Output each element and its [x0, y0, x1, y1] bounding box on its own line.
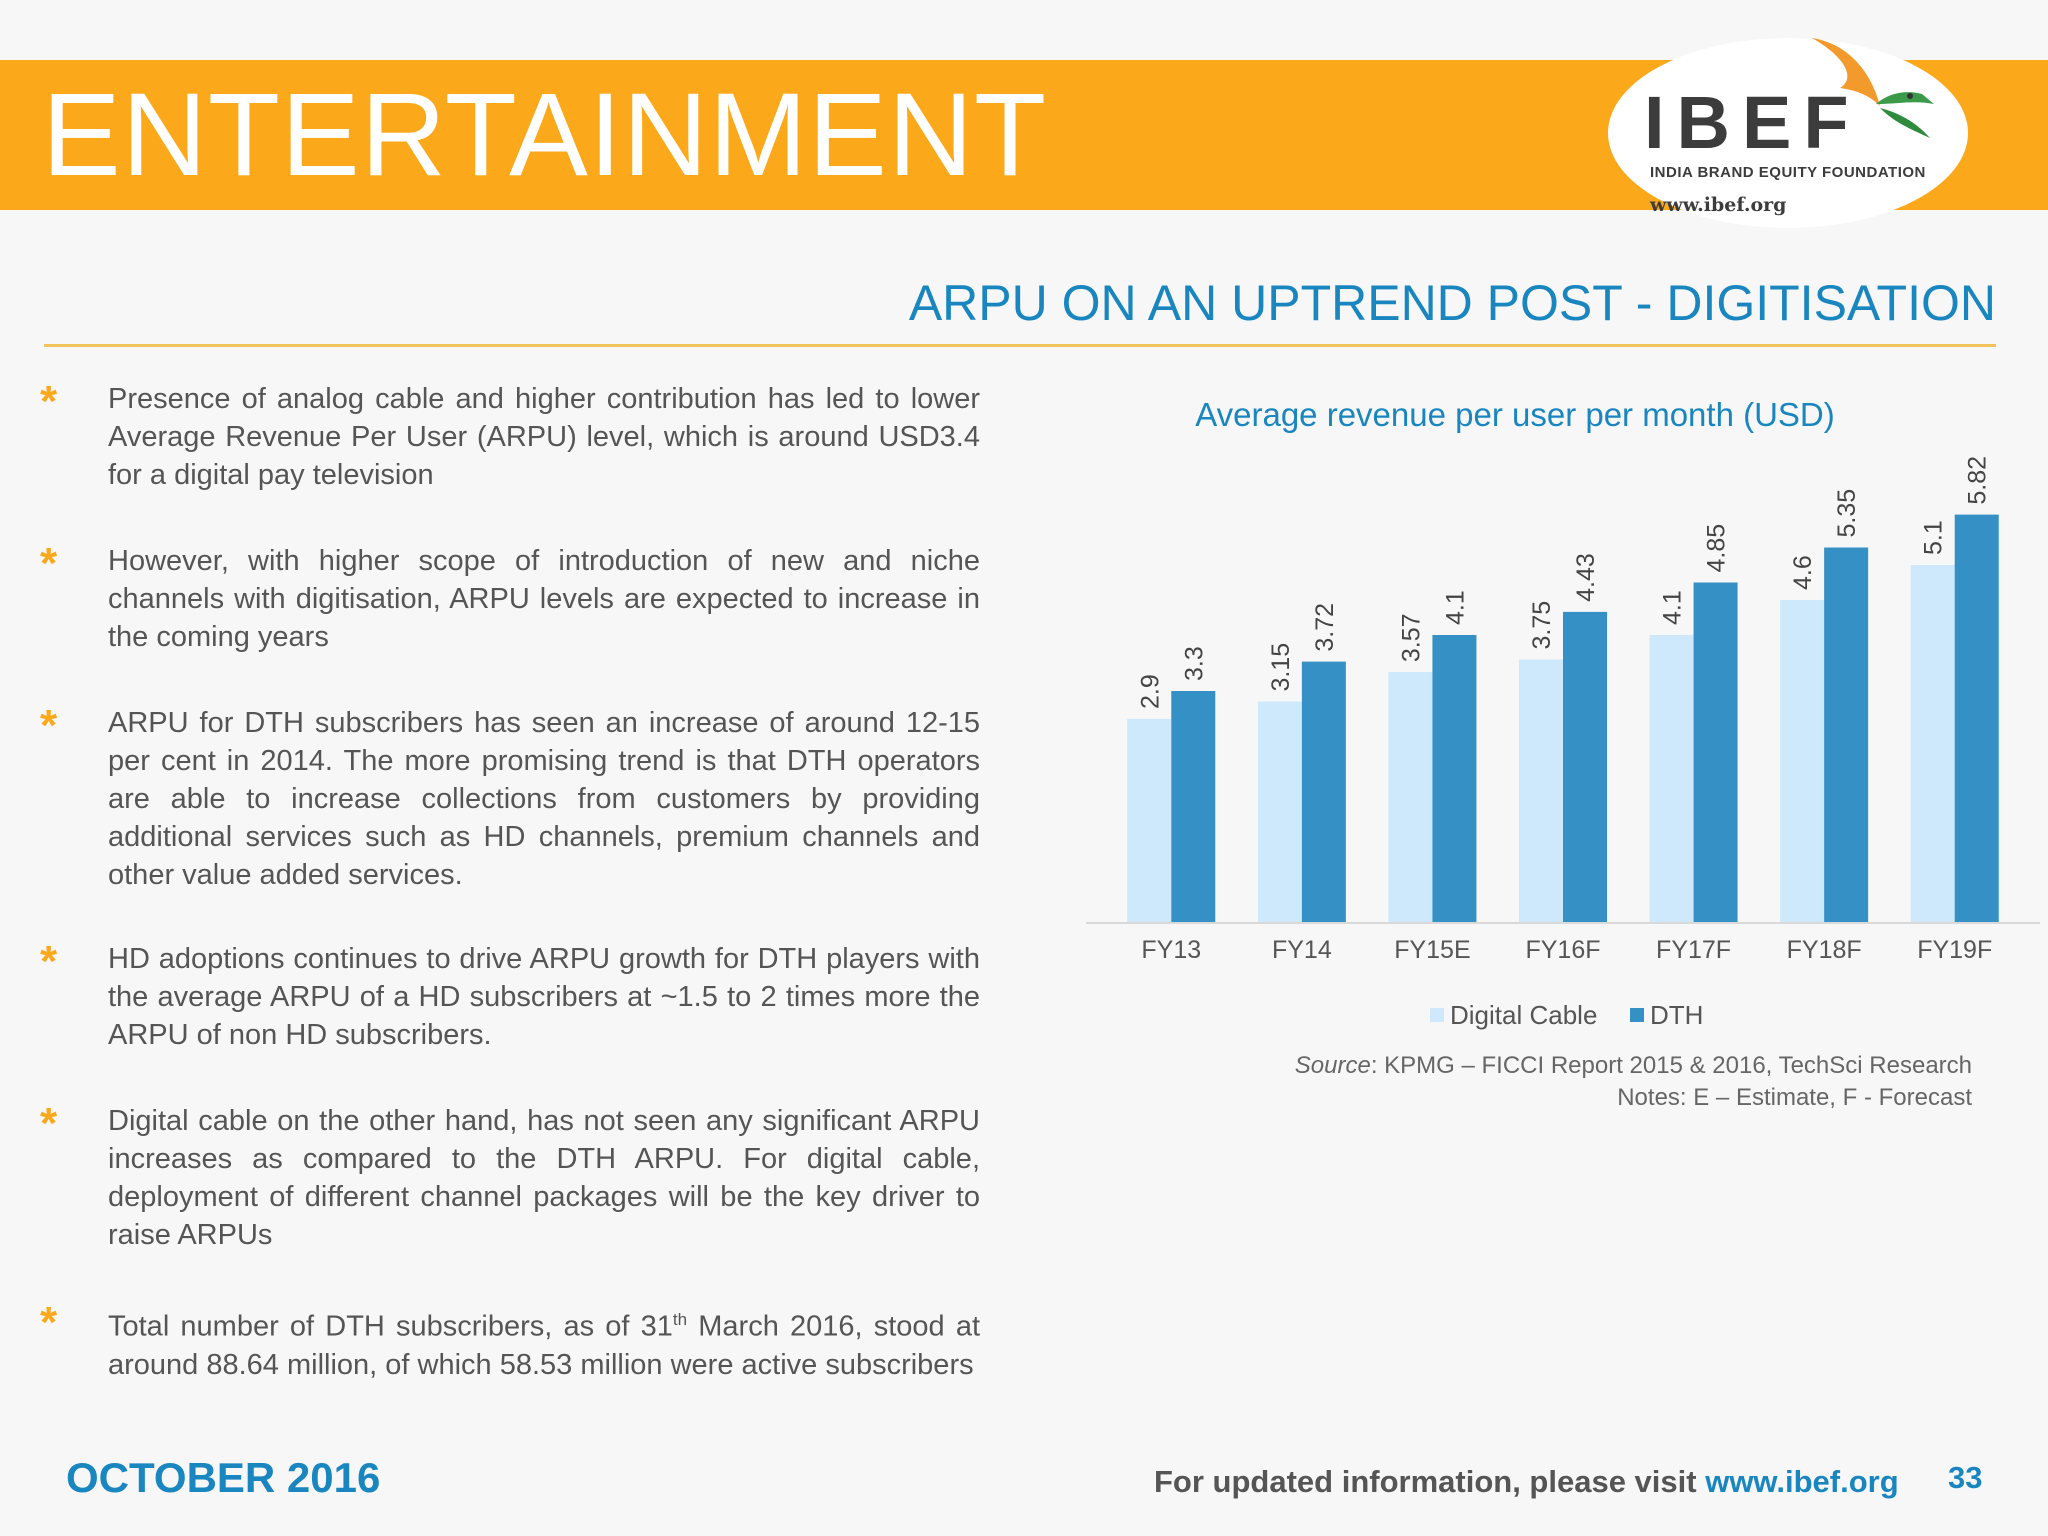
data-label-digital-cable: 3.57 [1397, 613, 1425, 662]
data-label-digital-cable: 2.9 [1136, 674, 1164, 709]
asterisk-bullet-icon: * [40, 539, 58, 588]
legend-swatch [1630, 1008, 1644, 1022]
bar-digital-cable [1780, 600, 1825, 922]
title-divider [44, 344, 1996, 347]
data-label-dth: 3.3 [1180, 646, 1208, 681]
logo-tagline: INDIA BRAND EQUITY FOUNDATION [1650, 164, 1926, 181]
x-tick-label: FY18F [1787, 936, 1862, 964]
bar-digital-cable [1649, 635, 1694, 922]
data-label-digital-cable: 5.1 [1920, 520, 1948, 555]
section-title: ARPU ON AN UPTREND POST - DIGITISATION [908, 275, 1996, 331]
notes-line: Notes: E – Estimate, F - Forecast [1617, 1084, 1972, 1111]
x-tick-label: FY14 [1272, 936, 1332, 964]
logo-wordmark: IBEF [1644, 81, 1861, 164]
legend-label: DTH [1650, 1000, 1703, 1030]
asterisk-bullet-icon: * [40, 377, 58, 426]
x-tick-label: FY17F [1656, 936, 1731, 964]
bullet-text: Presence of analog cable and higher cont… [108, 383, 980, 491]
data-label-digital-cable: 3.75 [1528, 601, 1556, 650]
bullet-text-post: March 2016, stood at around 88.64 millio… [108, 1310, 981, 1381]
source-note: Source: KPMG – FICCI Report 2015 & 2016,… [1295, 1050, 1972, 1114]
bar-digital-cable [1519, 659, 1563, 922]
bar-dth [1432, 635, 1477, 922]
footer-date: OCTOBER 2016 [66, 1454, 381, 1501]
bullet-text-sup: th [672, 1310, 688, 1329]
footer-visit: For updated information, please visit ww… [1154, 1464, 1899, 1500]
asterisk-bullet-icon: * [40, 1298, 58, 1347]
data-label-dth: 4.1 [1441, 590, 1469, 625]
data-label-digital-cable: 4.6 [1789, 555, 1817, 590]
data-label-digital-cable: 4.1 [1659, 590, 1687, 625]
legend-label: Digital Cable [1450, 1000, 1597, 1030]
logo-backdrop [1608, 38, 1968, 228]
bar-dth [1693, 582, 1738, 922]
asterisk-bullet-icon: * [40, 701, 58, 750]
bird-logo-icon [1812, 38, 1934, 138]
bullet-text: However, with higher scope of introducti… [108, 545, 980, 653]
asterisk-bullet-icon: * [40, 937, 58, 986]
bullet-text: Digital cable on the other hand, has not… [108, 1105, 980, 1251]
data-label-digital-cable: 3.15 [1267, 643, 1295, 692]
bullet-text: Total number of DTH subscribers, as of 3… [108, 1301, 980, 1384]
data-label-dth: 4.85 [1703, 524, 1731, 573]
legend-swatch [1430, 1008, 1444, 1022]
page-number: 33 [1948, 1460, 1983, 1495]
bar-digital-cable [1910, 565, 1955, 922]
page-title: ENTERTAINMENT [42, 69, 1048, 201]
bar-digital-cable [1127, 719, 1172, 922]
bar-dth [1563, 611, 1607, 922]
arpu-bar-chart: 2.9 3.3 FY13 3.15 3.72 FY14 3.57 4.1 FY15E 3.75 4.… [1086, 456, 2040, 1030]
chart-title: Average revenue per user per month (USD) [1195, 396, 1835, 433]
source-line: Source: KPMG – FICCI Report 2015 & 2016,… [1295, 1050, 1972, 1082]
footer-visit-text: For updated information, please visit [1154, 1464, 1706, 1499]
x-tick-label: FY16F [1525, 936, 1600, 964]
bar-dth [1301, 661, 1346, 922]
bar-dth [1171, 691, 1216, 922]
bar-digital-cable [1257, 701, 1302, 922]
x-tick-label: FY15E [1394, 936, 1470, 964]
asterisk-bullet-icon: * [40, 1099, 58, 1148]
data-label-dth: 4.43 [1572, 553, 1600, 602]
bar-digital-cable [1388, 672, 1433, 922]
source-text: : KPMG – FICCI Report 2015 & 2016, TechS… [1370, 1052, 1972, 1079]
source-label: Source [1294, 1052, 1371, 1079]
footer-url-link[interactable]: www.ibef.org [1705, 1464, 1899, 1499]
x-tick-label: FY13 [1141, 936, 1201, 964]
bar-dth [1824, 547, 1869, 922]
logo-url: www.ibef.org [1650, 194, 1787, 216]
bar-dth [1954, 514, 1999, 922]
bullet-text: ARPU for DTH subscribers has seen an inc… [108, 707, 980, 891]
bullet-text-pre: Total number of DTH subscribers, as of 3… [108, 1310, 673, 1343]
data-label-dth: 5.82 [1964, 456, 1992, 505]
data-label-dth: 5.35 [1833, 489, 1861, 538]
data-label-dth: 3.72 [1311, 603, 1339, 652]
bullet-text: HD adoptions continues to drive ARPU gro… [108, 943, 980, 1051]
x-tick-label: FY19F [1917, 936, 1992, 964]
